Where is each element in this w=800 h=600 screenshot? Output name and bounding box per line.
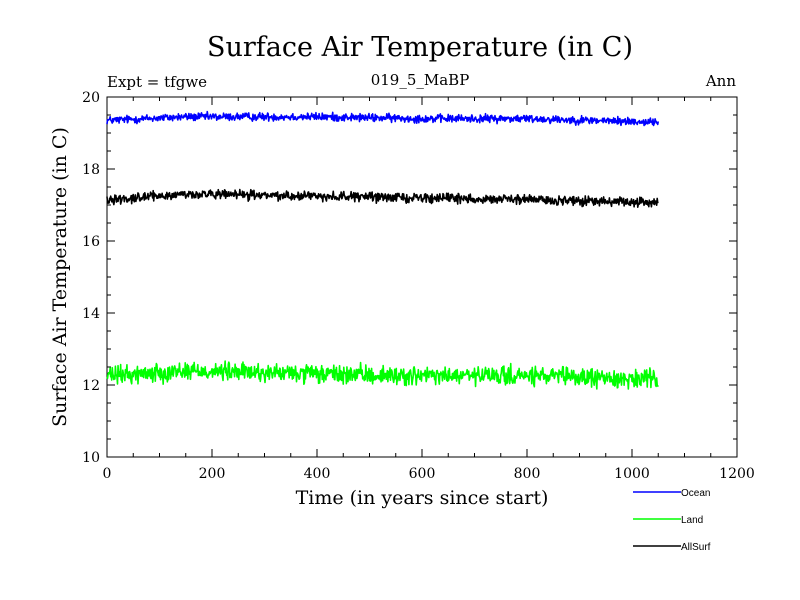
legend-label-allsurf: AllSurf	[681, 542, 711, 553]
series-line-allsurf	[106, 188, 659, 208]
y-tick-labels: 10 12 14 16 18 20	[82, 90, 100, 466]
chart-title: Surface Air Temperature (in C)	[207, 32, 633, 63]
series-line-ocean	[106, 110, 660, 127]
legend-label-ocean: Ocean	[681, 488, 710, 499]
y-tick-label: 16	[82, 234, 100, 250]
plot-frame	[106, 96, 738, 458]
x-tick-label: 1000	[614, 466, 650, 482]
x-tick-label: 400	[304, 466, 331, 482]
x-tick-label: 200	[199, 466, 226, 482]
x-tick-labels: 0 200 400 600 800 1000 1200	[103, 466, 755, 482]
x-axis-label: Time (in years since start)	[296, 487, 549, 509]
series-lines	[106, 110, 660, 390]
series-line-land	[106, 360, 659, 390]
y-tick-label: 12	[82, 378, 100, 394]
y-tick-label: 18	[82, 162, 100, 178]
x-tick-label: 0	[103, 466, 112, 482]
y-tick-label: 10	[82, 450, 100, 466]
y-axis-label: Surface Air Temperature (in C)	[49, 127, 71, 427]
x-tick-label: 1200	[719, 466, 755, 482]
y-tick-label: 20	[82, 90, 100, 106]
plot-area	[106, 96, 738, 458]
legend: Ocean Land AllSurf	[633, 488, 711, 553]
y-tick-label: 14	[82, 306, 100, 322]
season-label: Ann	[705, 72, 736, 90]
legend-label-land: Land	[681, 515, 703, 526]
experiment-label: Expt = tfgwe	[107, 73, 207, 91]
axis-ticks	[106, 96, 738, 458]
x-tick-label: 800	[514, 466, 541, 482]
chart-subtitle: 019_5_MaBP	[371, 71, 470, 89]
x-tick-label: 600	[409, 466, 436, 482]
